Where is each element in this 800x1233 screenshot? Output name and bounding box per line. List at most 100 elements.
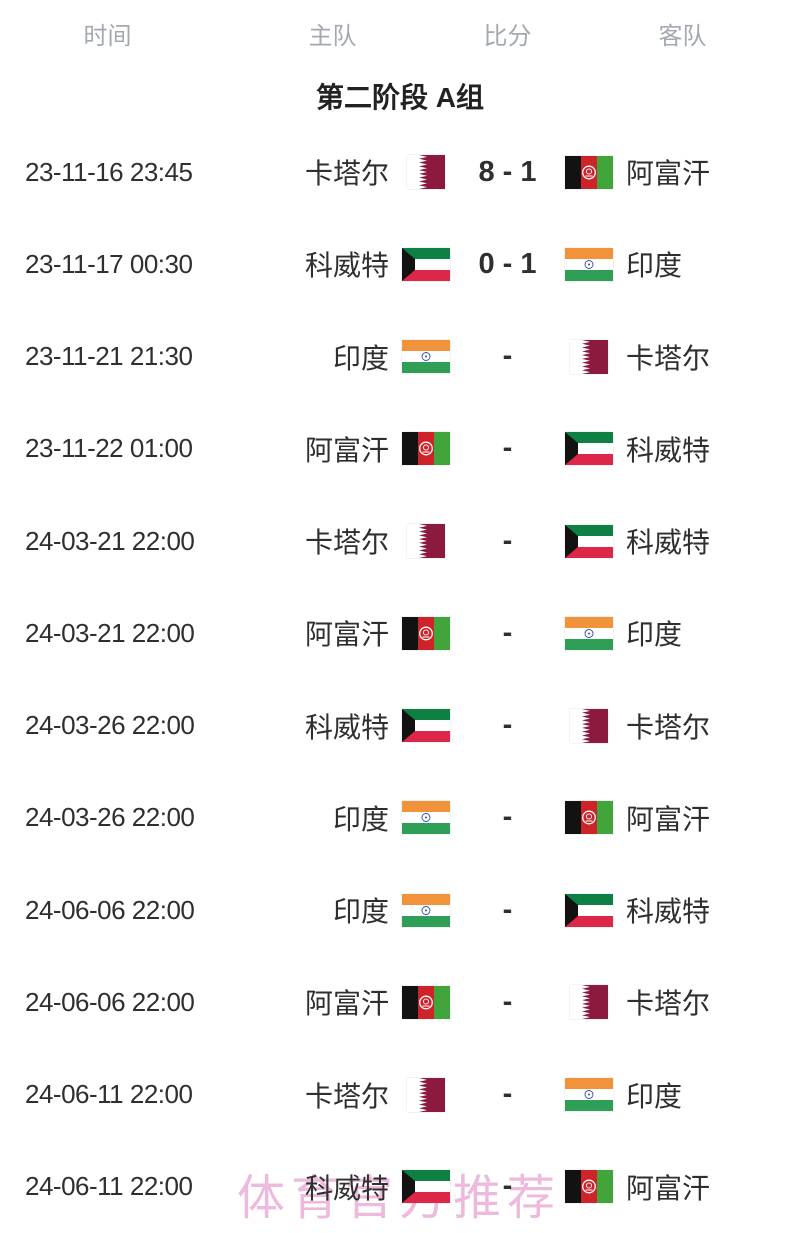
- flag-icon-india: [402, 893, 450, 927]
- match-score: -: [502, 985, 513, 1018]
- match-time: 24-06-11 22:00: [25, 1171, 193, 1202]
- column-header-home: 主队: [308, 22, 357, 50]
- home-team-name: 科威特: [304, 1172, 389, 1204]
- flag-icon-india: [565, 247, 613, 281]
- home-team-name: 科威特: [304, 711, 389, 743]
- match-score: 8 - 1: [478, 155, 537, 188]
- flag-icon-afghanistan: [565, 801, 613, 835]
- home-team-name: 印度: [332, 342, 389, 374]
- match-score: -: [502, 801, 513, 834]
- match-row[interactable]: 24-06-06 22:00 阿富汗 - 卡塔尔: [0, 956, 800, 1048]
- group-title: 第二阶段 A组: [315, 82, 484, 113]
- flag-icon-qatar: [402, 1077, 450, 1112]
- away-team: 阿富汗: [565, 1167, 800, 1207]
- match-score: -: [502, 1170, 513, 1203]
- match-time: 24-06-06 22:00: [25, 894, 195, 925]
- away-team: 科威特: [565, 521, 800, 561]
- home-team: 科威特: [215, 244, 450, 284]
- flag-icon-kuwait: [402, 1170, 450, 1204]
- match-row[interactable]: 24-03-26 22:00 科威特 - 卡塔尔: [0, 680, 800, 772]
- flag-icon-qatar: [565, 339, 613, 374]
- flag-icon-kuwait: [565, 432, 613, 466]
- match-time: 24-06-11 22:00: [25, 1079, 193, 1110]
- flag-icon-india: [565, 1078, 613, 1112]
- flag-icon-afghanistan: [402, 432, 450, 466]
- match-row[interactable]: 23-11-16 23:45 卡塔尔 8 - 1 阿富汗: [0, 126, 800, 218]
- flag-icon-afghanistan: [402, 985, 450, 1019]
- match-row[interactable]: 24-06-06 22:00 印度 - 科威特: [0, 864, 800, 956]
- match-score: -: [502, 893, 513, 926]
- home-team: 阿富汗: [215, 613, 450, 653]
- match-row[interactable]: 23-11-21 21:30 印度 - 卡塔尔: [0, 311, 800, 403]
- flag-icon-qatar: [402, 155, 450, 190]
- away-team-name: 科威特: [626, 896, 711, 928]
- away-team-name: 卡塔尔: [626, 342, 711, 374]
- match-row[interactable]: 24-03-21 22:00 卡塔尔 - 科威特: [0, 495, 800, 587]
- home-team-name: 卡塔尔: [304, 158, 389, 190]
- match-score: -: [502, 616, 513, 649]
- flag-icon-kuwait: [402, 247, 450, 281]
- match-time: 24-06-06 22:00: [25, 986, 195, 1017]
- away-team-name: 印度: [626, 1080, 683, 1112]
- match-time: 24-03-21 22:00: [25, 617, 195, 648]
- away-team: 阿富汗: [565, 798, 800, 838]
- match-time: 23-11-21 21:30: [25, 341, 193, 372]
- match-score: -: [502, 524, 513, 557]
- home-team: 卡塔尔: [215, 521, 450, 561]
- home-team-name: 阿富汗: [304, 988, 389, 1020]
- match-row[interactable]: 23-11-22 01:00 阿富汗 - 科威特: [0, 403, 800, 495]
- flag-icon-qatar: [402, 524, 450, 559]
- away-team: 卡塔尔: [565, 982, 800, 1022]
- match-score: -: [502, 340, 513, 373]
- flag-icon-kuwait: [402, 709, 450, 743]
- away-team: 卡塔尔: [565, 337, 800, 377]
- match-list: 23-11-16 23:45 卡塔尔 8 - 1 阿富汗 23-11-17 00:3…: [0, 126, 800, 1233]
- away-team: 阿富汗: [565, 152, 800, 192]
- away-team-name: 阿富汗: [626, 1172, 711, 1204]
- match-row[interactable]: 23-11-17 00:30 科威特 0 - 1 印度: [0, 218, 800, 310]
- watermark: 体育官方推荐: [237, 1172, 562, 1225]
- away-team-name: 印度: [626, 619, 683, 651]
- match-row[interactable]: 24-03-26 22:00 印度 - 阿富汗: [0, 772, 800, 864]
- home-team-name: 印度: [332, 803, 389, 835]
- home-team-name: 卡塔尔: [304, 1080, 389, 1112]
- match-score: -: [502, 432, 513, 465]
- away-team-name: 科威特: [626, 434, 711, 466]
- home-team-name: 科威特: [304, 250, 389, 282]
- flag-icon-afghanistan: [402, 616, 450, 650]
- home-team: 印度: [215, 337, 450, 377]
- home-team-name: 阿富汗: [304, 619, 389, 651]
- home-team-name: 卡塔尔: [304, 527, 389, 559]
- home-team: 卡塔尔: [215, 152, 450, 192]
- home-team: 印度: [215, 798, 450, 838]
- flag-icon-qatar: [565, 708, 613, 743]
- home-team-name: 阿富汗: [304, 434, 389, 466]
- flag-icon-kuwait: [565, 893, 613, 927]
- home-team-name: 印度: [332, 896, 389, 928]
- match-row[interactable]: 24-06-11 22:00 科威特 - 阿富汗: [0, 1141, 800, 1233]
- away-team: 卡塔尔: [565, 706, 800, 746]
- match-row[interactable]: 24-06-11 22:00 卡塔尔 - 印度: [0, 1049, 800, 1141]
- away-team-name: 印度: [626, 250, 683, 282]
- home-team: 阿富汗: [215, 429, 450, 469]
- away-team-name: 阿富汗: [626, 803, 711, 835]
- home-team: 卡塔尔: [215, 1075, 450, 1115]
- match-time: 23-11-16 23:45: [25, 156, 193, 187]
- match-row[interactable]: 24-03-21 22:00 阿富汗 - 印度: [0, 587, 800, 679]
- away-team-name: 阿富汗: [626, 158, 711, 190]
- match-time: 24-03-26 22:00: [25, 710, 195, 741]
- away-team: 科威特: [565, 890, 800, 930]
- away-team-name: 卡塔尔: [626, 711, 711, 743]
- match-time: 23-11-22 01:00: [25, 433, 193, 464]
- match-score: -: [502, 1078, 513, 1111]
- away-team: 印度: [565, 613, 800, 653]
- column-header-away: 客队: [658, 22, 707, 50]
- column-header-score: 比分: [483, 22, 532, 50]
- flag-icon-afghanistan: [565, 1170, 613, 1204]
- home-team: 印度: [215, 890, 450, 930]
- match-score: -: [502, 709, 513, 742]
- match-time: 24-03-21 22:00: [25, 525, 195, 556]
- match-time: 24-03-26 22:00: [25, 802, 195, 833]
- flag-icon-kuwait: [565, 524, 613, 558]
